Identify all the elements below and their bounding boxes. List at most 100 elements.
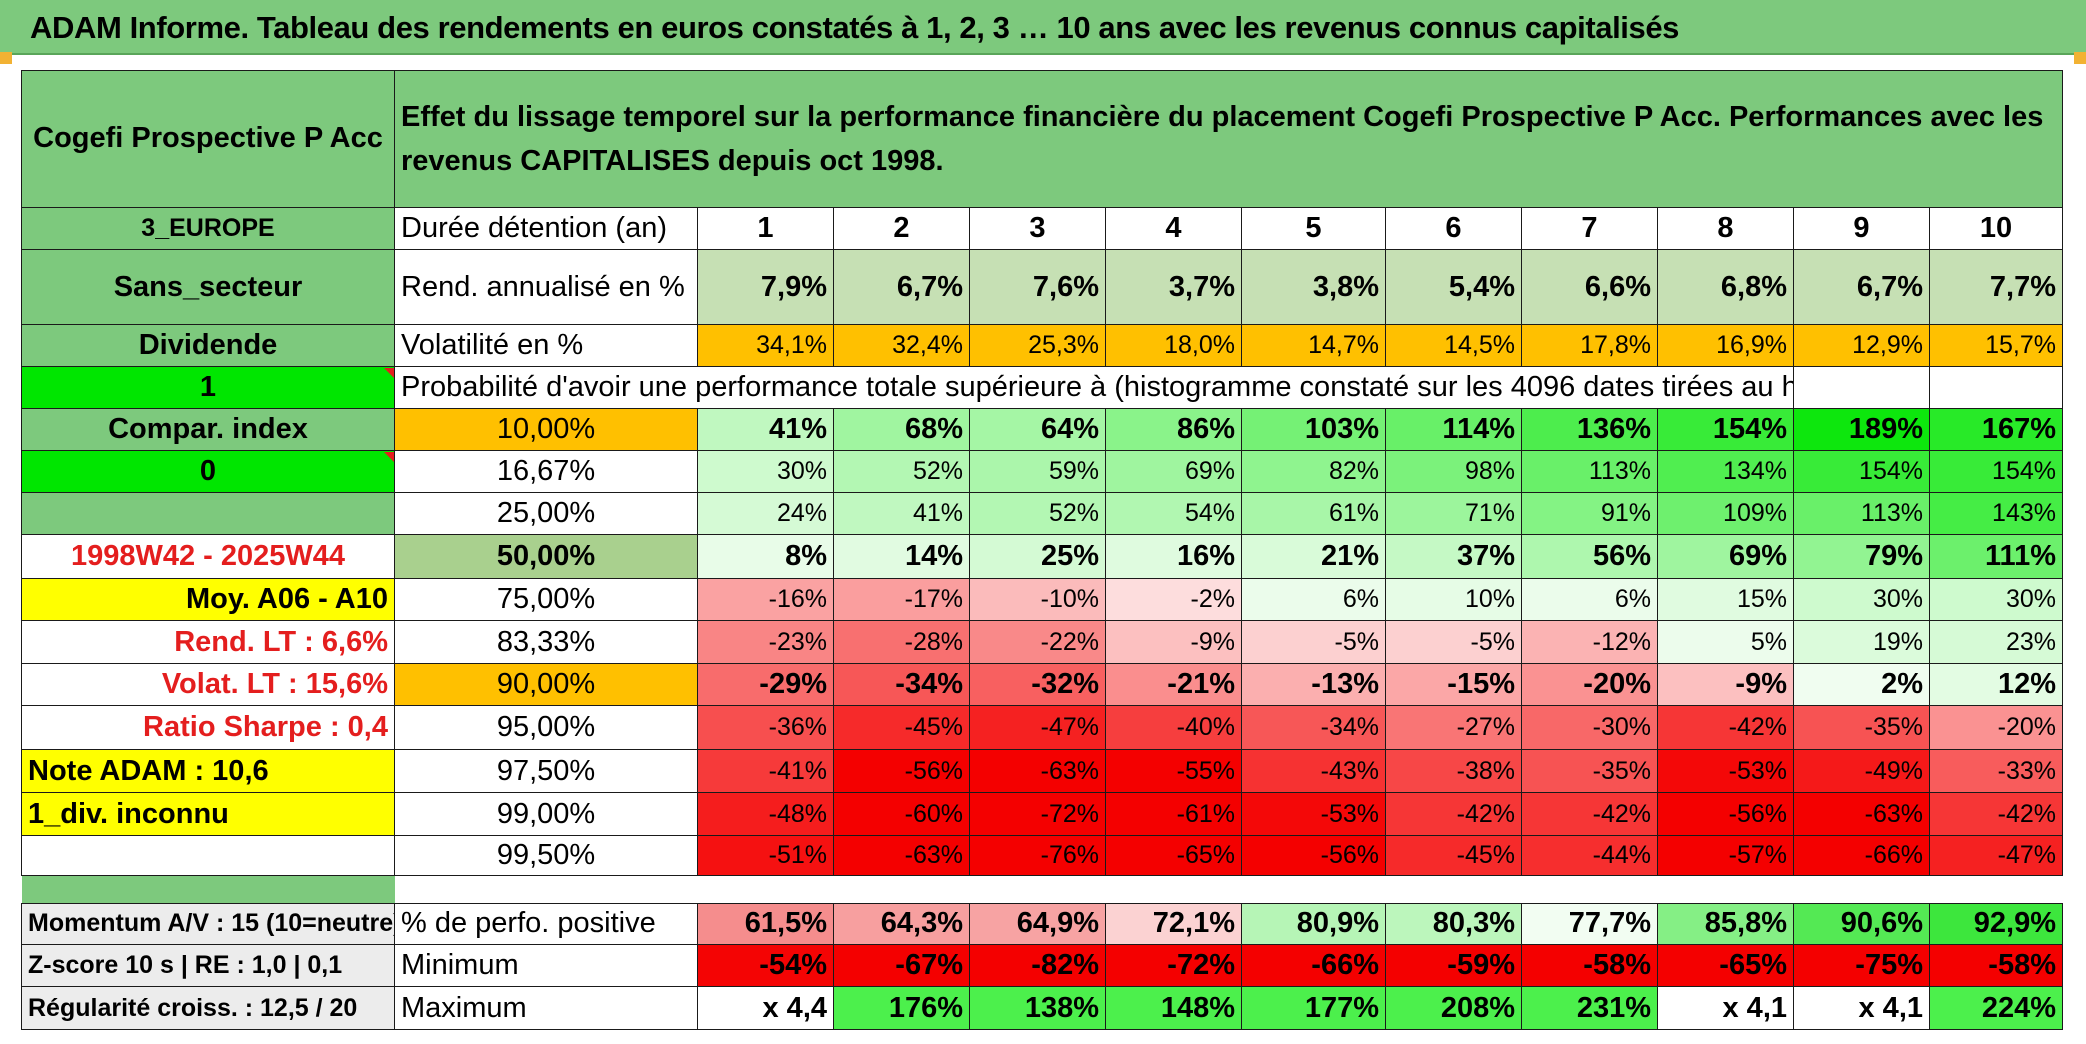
maximum-label: Maximum [395,987,698,1030]
comment-indicator[interactable] [384,452,394,462]
year-header: 1 [698,208,834,250]
percentile-value: -45% [834,706,970,750]
percentile-value: 6% [1522,579,1658,621]
minimum-value: -58% [1522,945,1658,987]
percentile-value: -15% [1386,664,1522,706]
percentile-value: 86% [1106,409,1242,451]
percentile-value: -17% [834,579,970,621]
percentile-label: 99,00% [395,793,698,836]
minimum-value: -75% [1794,945,1930,987]
input-cell-1[interactable]: 1 [22,367,395,409]
percentile-value: 15% [1658,579,1794,621]
maximum-value: 176% [834,987,970,1030]
percentile-label: 16,67% [395,451,698,493]
percentile-value: -42% [1930,793,2063,836]
maximum-value: 224% [1930,987,2063,1030]
year-header: 6 [1386,208,1522,250]
annual-return-value: 7,7% [1930,250,2063,325]
positive-value: 80,9% [1242,903,1386,945]
percentile-value: 54% [1106,493,1242,535]
year-header: 3 [970,208,1106,250]
percentile-value: 134% [1658,451,1794,493]
percentile-value: -23% [698,621,834,664]
percentile-value: -34% [834,664,970,706]
percentile-value: -47% [1930,836,2063,876]
volatility-value: 14,7% [1242,325,1386,367]
percentile-value: -63% [834,836,970,876]
volatility-value: 15,7% [1930,325,2063,367]
percentile-value: 56% [1522,535,1658,579]
long-term-return: Rend. LT : 6,6% [22,621,395,664]
percentile-value: -41% [698,750,834,793]
percentile-value: 30% [1930,579,2063,621]
probability-caption: Probabilité d'avoir une performance tota… [395,367,1794,409]
percentile-value: -36% [698,706,834,750]
minimum-value: -66% [1242,945,1386,987]
positive-value: 61,5% [698,903,834,945]
year-header: 2 [834,208,970,250]
percentile-value: -76% [970,836,1106,876]
spacer-cell [22,876,395,903]
annual-return-value: 7,6% [970,250,1106,325]
percentile-value: 25% [970,535,1106,579]
zscore-label: Z-score 10 s | RE : 1,0 | 0,1 [22,945,395,987]
comment-indicator[interactable] [384,368,394,378]
percentile-value: -35% [1794,706,1930,750]
percentile-value: 41% [834,493,970,535]
percentile-value: -48% [698,793,834,836]
volatility-label: Volatilité en % [395,325,698,367]
percentile-value: 113% [1794,493,1930,535]
minimum-value: -67% [834,945,970,987]
empty-cell [22,493,395,535]
minimum-value: -59% [1386,945,1522,987]
year-header: 5 [1242,208,1386,250]
volatility-value: 25,3% [970,325,1106,367]
report-title: ADAM Informe. Tableau des rendements en … [0,0,2086,55]
year-header: 4 [1106,208,1242,250]
year-header: 10 [1930,208,2063,250]
percentile-value: -49% [1794,750,1930,793]
annual-return-value: 6,7% [834,250,970,325]
annual-return-value: 6,6% [1522,250,1658,325]
percentile-value: -56% [834,750,970,793]
annual-return-value: 3,7% [1106,250,1242,325]
percentile-label: 95,00% [395,706,698,750]
percentile-value: -2% [1106,579,1242,621]
minimum-label: Minimum [395,945,698,987]
dividend-status: 1_div. inconnu [22,793,395,836]
percentile-value: -63% [970,750,1106,793]
percentile-value: 12% [1930,664,2063,706]
percentile-value: 16% [1106,535,1242,579]
percentile-value: 37% [1386,535,1522,579]
percentile-value: 64% [970,409,1106,451]
percentile-value: 154% [1930,451,2063,493]
percentile-value: 91% [1522,493,1658,535]
percentile-value: -20% [1930,706,2063,750]
percentile-value: -57% [1658,836,1794,876]
empty-cell [22,836,395,876]
sector-label: Sans_secteur [22,250,395,325]
volatility-value: 14,5% [1386,325,1522,367]
percentile-value: -44% [1522,836,1658,876]
percentile-value: -33% [1930,750,2063,793]
input-cell-0[interactable]: 0 [22,451,395,493]
percentile-value: -53% [1242,793,1386,836]
percentile-value: 143% [1930,493,2063,535]
percentile-value: 154% [1794,451,1930,493]
percentile-value: -42% [1386,793,1522,836]
positive-value: 64,3% [834,903,970,945]
maximum-value: 231% [1522,987,1658,1030]
percentile-value: 52% [834,451,970,493]
return-label: Rend. annualisé en % [395,250,698,325]
percentile-value: 79% [1794,535,1930,579]
maximum-value: x 4,4 [698,987,834,1030]
percentile-value: 109% [1658,493,1794,535]
maximum-value: 138% [970,987,1106,1030]
annual-return-value: 5,4% [1386,250,1522,325]
percentile-value: 23% [1930,621,2063,664]
percentile-value: 154% [1658,409,1794,451]
percentile-value: -65% [1106,836,1242,876]
duration-label: Durée détention (an) [395,208,698,250]
volatility-value: 17,8% [1522,325,1658,367]
